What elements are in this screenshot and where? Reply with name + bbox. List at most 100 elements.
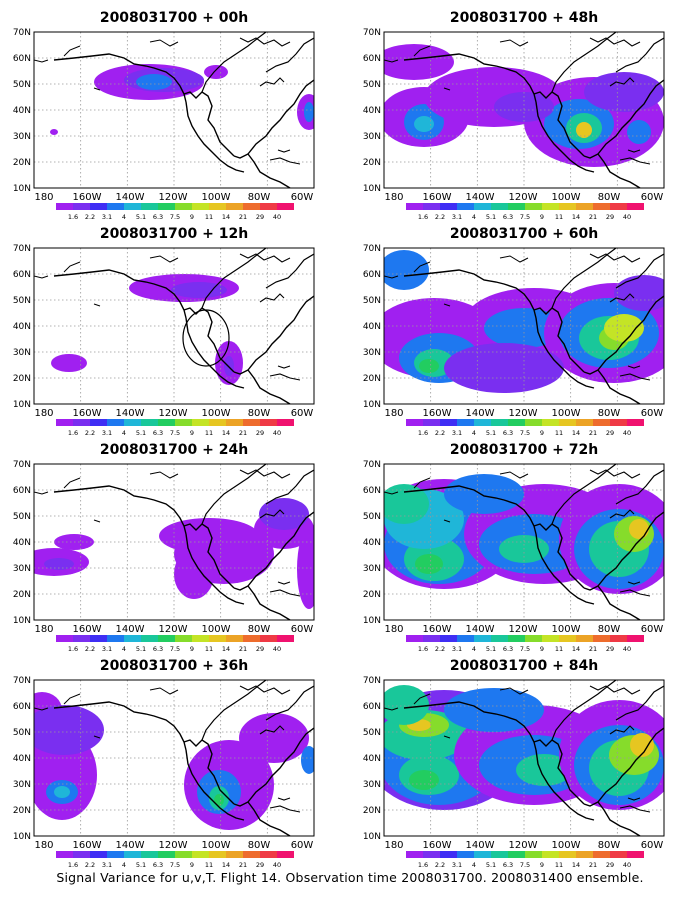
colorbar-label: 29 bbox=[256, 645, 264, 653]
colorbar-swatch bbox=[457, 851, 474, 858]
colorbar-swatch bbox=[440, 851, 457, 858]
lat-label: 50N bbox=[363, 80, 381, 90]
variance-contour bbox=[304, 102, 314, 122]
lon-label: 80W bbox=[598, 624, 621, 635]
colorbar-swatch bbox=[90, 851, 107, 858]
grid-lines bbox=[34, 32, 314, 188]
colorbar-swatch bbox=[491, 851, 508, 858]
lat-label: 20N bbox=[363, 158, 381, 168]
colorbar-swatch bbox=[90, 635, 107, 642]
colorbar-label: 7.5 bbox=[520, 861, 530, 869]
colorbar-swatch bbox=[158, 419, 175, 426]
colorbar-label: 2.2 bbox=[85, 645, 95, 653]
colorbar-label: 4 bbox=[122, 645, 126, 653]
colorbar-swatch bbox=[158, 635, 175, 642]
colorbar-swatch bbox=[124, 851, 141, 858]
lat-label: 30N bbox=[13, 348, 31, 358]
variance-contour bbox=[384, 44, 454, 80]
colorbar-label: 4 bbox=[472, 645, 476, 653]
variance-field bbox=[384, 685, 664, 810]
colorbar-label: 5.1 bbox=[136, 429, 146, 437]
colorbar-label: 4 bbox=[122, 213, 126, 221]
variance-contour bbox=[516, 754, 572, 786]
lat-label: 60N bbox=[13, 270, 31, 280]
colorbar-label: 5.1 bbox=[486, 645, 496, 653]
colorbar-label: 1.6 bbox=[418, 861, 428, 869]
colorbar-swatch bbox=[542, 851, 559, 858]
colorbar-label: 4 bbox=[472, 861, 476, 869]
colorbar-label: 14 bbox=[222, 861, 230, 869]
lon-label: 180 bbox=[34, 408, 53, 419]
lon-label: 100W bbox=[202, 624, 231, 635]
colorbar-label: 14 bbox=[572, 645, 580, 653]
colorbar-label: 11 bbox=[205, 861, 213, 869]
colorbar-label: 40 bbox=[273, 213, 281, 221]
variance-contour bbox=[444, 474, 524, 514]
lon-label: 140W bbox=[466, 408, 495, 419]
colorbar-swatch bbox=[593, 635, 610, 642]
colorbar-swatch bbox=[610, 635, 627, 642]
colorbar-label: 2.2 bbox=[435, 645, 445, 653]
colorbar-swatch bbox=[260, 203, 277, 210]
colorbar-label: 3.1 bbox=[452, 429, 462, 437]
grid-lines bbox=[384, 680, 664, 836]
panel-title: 2008031700 + 48h bbox=[450, 10, 598, 26]
lon-label: 180 bbox=[34, 192, 53, 203]
colorbar-label: 9 bbox=[190, 429, 194, 437]
lat-label: 50N bbox=[13, 80, 31, 90]
colorbar-swatch bbox=[627, 203, 644, 210]
colorbar: 1.6 2.2 3.1 4 5.1 6.3 7.5 9 11 14 21 29 40 bbox=[56, 419, 294, 437]
lat-label: 40N bbox=[13, 322, 31, 332]
lat-label: 20N bbox=[13, 374, 31, 384]
colorbar-label: 40 bbox=[273, 429, 281, 437]
lon-label: 180 bbox=[34, 840, 53, 851]
colorbar-label: 7.5 bbox=[520, 429, 530, 437]
variance-contour bbox=[214, 794, 224, 806]
colorbar-swatch bbox=[277, 851, 294, 858]
colorbar-swatch bbox=[90, 419, 107, 426]
colorbar-label: 14 bbox=[222, 213, 230, 221]
colorbar-swatch bbox=[141, 851, 158, 858]
lon-label: 120W bbox=[509, 624, 538, 635]
colorbar-label: 11 bbox=[555, 429, 563, 437]
colorbar-label: 40 bbox=[623, 213, 631, 221]
colorbar-swatch bbox=[158, 851, 175, 858]
variance-contour bbox=[51, 354, 87, 372]
colorbar-swatch bbox=[192, 419, 209, 426]
colorbar-swatch bbox=[56, 851, 73, 858]
lat-label: 10N bbox=[13, 832, 31, 842]
variance-contour bbox=[614, 275, 664, 311]
map-frame bbox=[383, 247, 665, 405]
colorbar-label: 29 bbox=[606, 861, 614, 869]
colorbar: 1.6 2.2 3.1 4 5.1 6.3 7.5 9 11 14 21 29 40 bbox=[56, 635, 294, 653]
lat-label: 70N bbox=[363, 28, 381, 38]
colorbar-label: 6.3 bbox=[153, 429, 163, 437]
variance-contour bbox=[419, 359, 439, 373]
colorbar-label: 21 bbox=[239, 861, 247, 869]
grid-lines bbox=[34, 680, 314, 836]
lat-label: 10N bbox=[363, 616, 381, 626]
colorbar-swatch bbox=[243, 203, 260, 210]
colorbar-swatch bbox=[141, 635, 158, 642]
colorbar-swatch bbox=[525, 635, 542, 642]
lat-label: 40N bbox=[363, 106, 381, 116]
lon-label: 120W bbox=[509, 408, 538, 419]
colorbar-label: 6.3 bbox=[153, 213, 163, 221]
variance-contour bbox=[204, 65, 228, 79]
colorbar-label: 29 bbox=[606, 645, 614, 653]
colorbar-label: 11 bbox=[555, 645, 563, 653]
variance-field bbox=[51, 274, 243, 385]
panel-title: 2008031700 + 84h bbox=[450, 658, 598, 674]
colorbar-swatch bbox=[474, 203, 491, 210]
lat-label: 30N bbox=[13, 780, 31, 790]
colorbar-label: 11 bbox=[555, 861, 563, 869]
colorbar-label: 7.5 bbox=[170, 645, 180, 653]
panel-title: 2008031700 + 00h bbox=[100, 10, 248, 26]
lon-label: 160W bbox=[73, 192, 102, 203]
colorbar-swatch bbox=[474, 635, 491, 642]
colorbar-label: 3.1 bbox=[452, 645, 462, 653]
colorbar-label: 11 bbox=[205, 429, 213, 437]
colorbar-label: 21 bbox=[589, 429, 597, 437]
lat-label: 50N bbox=[363, 296, 381, 306]
lon-label: 180 bbox=[384, 624, 403, 635]
